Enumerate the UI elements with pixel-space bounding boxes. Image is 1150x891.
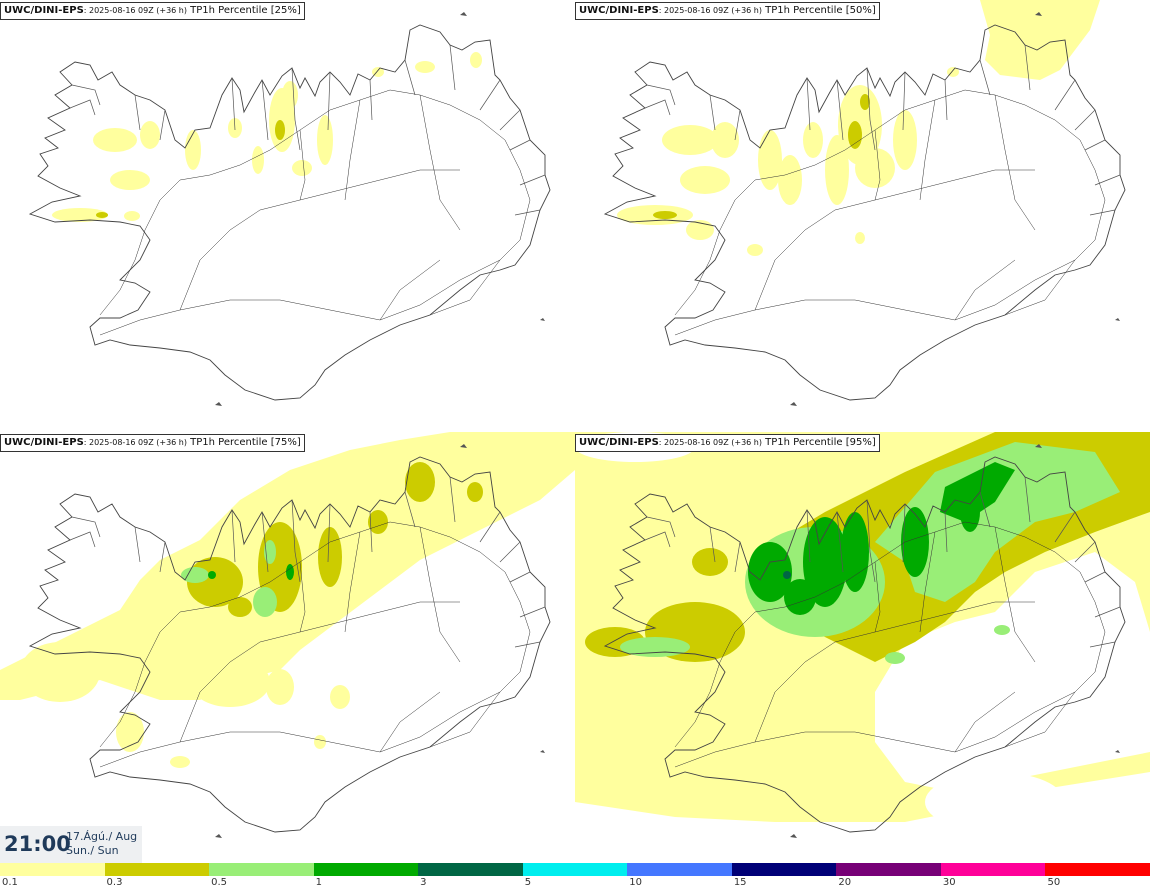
- panel-title: UWC/DINI-EPS: 2025-08-16 09Z (+36 h) TP1…: [0, 2, 305, 20]
- map-panel-50: UWC/DINI-EPS: 2025-08-16 09Z (+36 h) TP1…: [575, 0, 1150, 430]
- colorbar-label: 5: [524, 877, 532, 888]
- colorbar-label: 15: [733, 877, 747, 888]
- colorbar-segment: [940, 863, 1046, 876]
- colorbar-label: 20: [838, 877, 852, 888]
- colorbar-segment: [731, 863, 837, 876]
- valid-date-line2: Sun./ Sun: [66, 844, 119, 857]
- product-name: TP1h Percentile [75%]: [186, 437, 301, 448]
- valid-date: 17.Ágú./ Aug Sun./ Sun: [66, 830, 137, 858]
- model-name: UWC/DINI-EPS: [579, 5, 659, 16]
- precipitation-map-75: [0, 432, 575, 838]
- colorbar-label: 0.3: [106, 877, 123, 888]
- valid-time: 21:00: [4, 832, 71, 856]
- model-name: UWC/DINI-EPS: [4, 5, 84, 16]
- panel-title: UWC/DINI-EPS: 2025-08-16 09Z (+36 h) TP1…: [575, 2, 880, 20]
- colorbar-labels: 0.1 0.3 0.5 1 3 5 10 15 20 30 50: [0, 877, 1150, 891]
- precipitation-colorbar: [0, 863, 1150, 876]
- run-time: : 2025-08-16 09Z (+36 h): [83, 438, 187, 447]
- valid-date-line1: 17.Ágú./ Aug: [66, 830, 138, 843]
- model-name: UWC/DINI-EPS: [4, 437, 84, 448]
- colorbar-label: 30: [942, 877, 956, 888]
- colorbar-segment: [209, 863, 315, 876]
- product-name: TP1h Percentile [25%]: [186, 5, 301, 16]
- map-panel-95: UWC/DINI-EPS: 2025-08-16 09Z (+36 h) TP1…: [575, 432, 1150, 862]
- colorbar-label: 50: [1047, 877, 1061, 888]
- precipitation-map-50: [604, 0, 1126, 406]
- colorbar-segment: [522, 863, 628, 876]
- colorbar-segment: [836, 863, 942, 876]
- colorbar-segment: [627, 863, 733, 876]
- valid-time-box: 21:00 17.Ágú./ Aug Sun./ Sun: [0, 826, 142, 863]
- colorbar-segment: [418, 863, 524, 876]
- precipitation-map-95: [575, 432, 1150, 838]
- colorbar-segment: [313, 863, 419, 876]
- panel-title: UWC/DINI-EPS: 2025-08-16 09Z (+36 h) TP1…: [0, 434, 305, 452]
- precipitation-map-25: [29, 12, 551, 406]
- panel-title: UWC/DINI-EPS: 2025-08-16 09Z (+36 h) TP1…: [575, 434, 880, 452]
- map-panel-25: UWC/DINI-EPS: 2025-08-16 09Z (+36 h) TP1…: [0, 0, 575, 430]
- colorbar-label: 10: [629, 877, 642, 888]
- colorbar-label: 0.5: [211, 877, 227, 888]
- product-name: TP1h Percentile [50%]: [761, 5, 876, 16]
- product-name: TP1h Percentile [95%]: [761, 437, 876, 448]
- model-name: UWC/DINI-EPS: [579, 437, 659, 448]
- run-time: : 2025-08-16 09Z (+36 h): [83, 6, 187, 15]
- map-panel-75: UWC/DINI-EPS: 2025-08-16 09Z (+36 h) TP1…: [0, 432, 575, 862]
- colorbar-label: 0.1: [2, 877, 18, 888]
- run-time: : 2025-08-16 09Z (+36 h): [658, 6, 762, 15]
- colorbar-segment: [1045, 863, 1150, 876]
- colorbar-segment: [104, 863, 210, 876]
- colorbar-label: 1: [315, 877, 322, 888]
- run-time: : 2025-08-16 09Z (+36 h): [658, 438, 762, 447]
- colorbar-label: 3: [420, 877, 427, 888]
- colorbar-segment: [0, 863, 105, 876]
